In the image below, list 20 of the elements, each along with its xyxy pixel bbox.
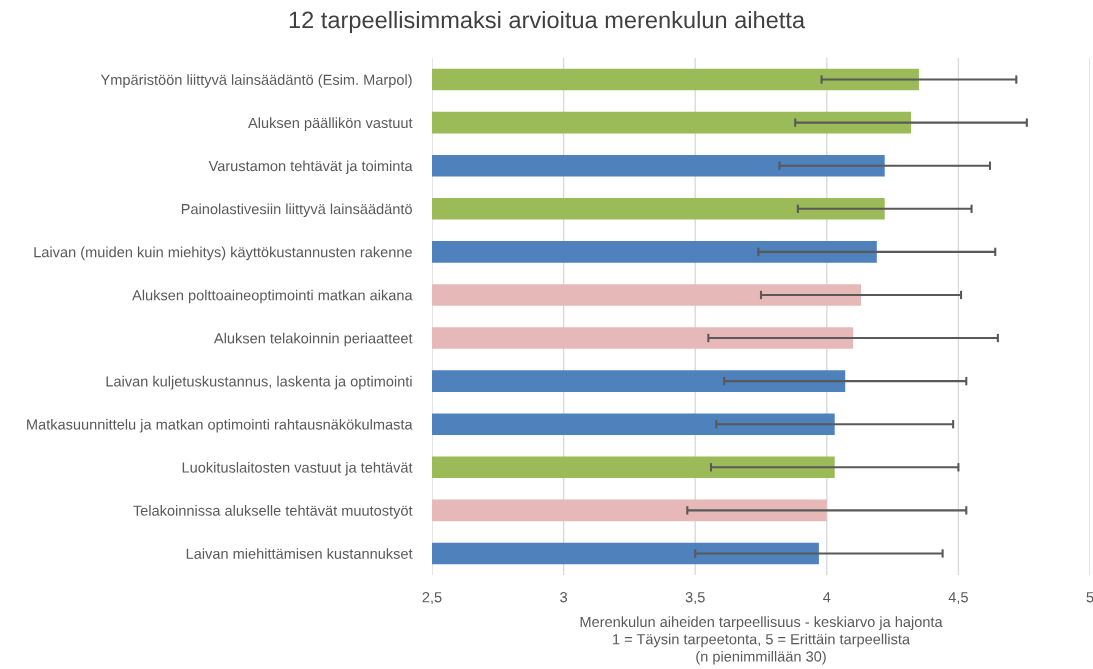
x-tick-label: 2,5 [422, 592, 442, 605]
x-tick-label: 4,5 [948, 592, 968, 605]
x-tick-label: 3,5 [685, 592, 705, 605]
y-tick-label: Laivan kuljetuskustannus, laskenta ja optimointi [106, 375, 412, 390]
y-tick-label: Telakoinnissa alukselle tehtävät muutostyöt [133, 505, 413, 519]
x-tick-label: 3 [560, 592, 568, 603]
y-tick-label: Ympäristöön liittyvä lainsäädäntö (Esim. Marpol) [100, 74, 412, 88]
y-tick-label: Aluksen polttoaineoptimointi matkan aikana [132, 289, 413, 304]
y-tick-label: Aluksen päällikön vastuut [248, 117, 413, 131]
y-tick-label: Laivan (muiden kuin miehitys) käyttökustannusten rakenne [34, 246, 412, 261]
x-axis-title: Merenkulun aiheiden tarpeellisuus - keskiarvo ja hajonta 1 = Täysin tarpeetonta, 5 = Erittäin tarpeellista (n pienimmillään 30) [580, 616, 943, 665]
y-tick-label: Painolastivesiin liittyvä lainsäädäntö [181, 203, 412, 218]
y-tick-label: Aluksen telakoinnin periaatteet [213, 332, 413, 347]
chart-title: 12 tarpeellisimmaksi arvioitua merenkulun aihetta [289, 11, 806, 34]
y-tick-label: Varustamon tehtävät ja toiminta [208, 160, 413, 175]
x-tick-label: 4 [823, 592, 831, 603]
x-tick-label: 5 [1086, 592, 1093, 603]
y-tick-label: Laivan miehittämisen kustannukset [186, 548, 413, 559]
y-tick-label: Matkasuunnittelu ja matkan optimointi rahtausnäkökulmasta [27, 418, 413, 433]
y-tick-label: Luokituslaitosten vastuut ja tehtävät [182, 462, 413, 476]
